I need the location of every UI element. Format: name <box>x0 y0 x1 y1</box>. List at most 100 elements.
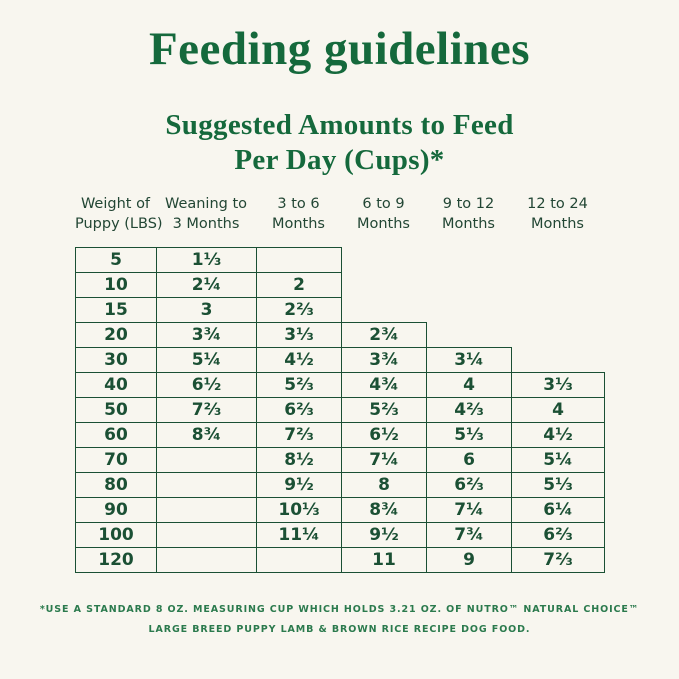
column-header-line: Months <box>356 215 410 232</box>
value-cell: 5⅔ <box>341 396 427 423</box>
value-cell: 9½ <box>341 521 427 548</box>
value-cell: 1⅓ <box>156 246 257 273</box>
table-row: 40 6½ 5⅔ 4¾ 4 3⅓ <box>75 371 605 398</box>
weight-cell: 100 <box>75 521 157 548</box>
value-cell: 2⅔ <box>256 296 342 323</box>
column-header-line: 12 to 24 <box>527 195 588 212</box>
value-cell: 2¼ <box>156 271 257 298</box>
column-header: 12 to 24 Months <box>511 194 604 234</box>
value-cell <box>512 272 605 297</box>
weight-cell: 30 <box>75 346 157 373</box>
column-header-line: Weaning to <box>164 195 248 212</box>
column-header-line: Months <box>441 215 495 232</box>
weight-cell: 50 <box>75 396 157 423</box>
column-header: 3 to 6 Months <box>256 194 341 234</box>
table-row: 60 8¾ 7⅔ 6½ 5⅓ 4½ <box>75 421 605 448</box>
feeding-table: 5 1⅓ 10 2¼ 2 15 3 2⅔ 20 3¾ 3⅓ 2¾ 30 5¼ 4½ 3¾ 3¼ 40 6½ 5⅔ 4¾ 4… <box>75 246 605 573</box>
footnote-line-2: LARGE BREED PUPPY LAMB & BROWN RICE RECI… <box>148 623 531 635</box>
value-cell <box>156 446 257 473</box>
feeding-table-body: 5 1⅓ 10 2¼ 2 15 3 2⅔ 20 3¾ 3⅓ 2¾ 30 5¼ 4½ 3¾ 3¼ 40 6½ 5⅔ 4¾ 4… <box>75 246 605 573</box>
value-cell: 6⅔ <box>511 521 605 548</box>
column-header-line: Weight of <box>80 195 151 212</box>
value-cell <box>512 322 605 347</box>
value-cell: 5¼ <box>156 346 257 373</box>
column-header: 9 to 12 Months <box>426 194 511 234</box>
table-row: 70 8½ 7¼ 6 5¼ <box>75 446 605 473</box>
value-cell: 8¾ <box>341 496 427 523</box>
value-cell: 6½ <box>156 371 257 398</box>
value-cell: 3¼ <box>426 346 512 373</box>
value-cell: 4¾ <box>341 371 427 398</box>
value-cell: 2¾ <box>341 321 427 348</box>
value-cell: 11 <box>341 546 427 573</box>
weight-cell: 20 <box>75 321 157 348</box>
column-header-line: Months <box>530 215 584 232</box>
value-cell: 5¼ <box>511 446 605 473</box>
value-cell <box>342 247 427 272</box>
value-cell: 8¾ <box>156 421 257 448</box>
value-cell <box>156 546 257 573</box>
value-cell: 7⅔ <box>156 396 257 423</box>
column-header: Weaning to 3 Months <box>156 194 256 234</box>
weight-cell: 10 <box>75 271 157 298</box>
value-cell: 4 <box>511 396 605 423</box>
page-title: Feeding guidelines <box>148 23 531 75</box>
value-cell: 5⅓ <box>511 471 605 498</box>
value-cell <box>342 272 427 297</box>
value-cell: 8½ <box>256 446 342 473</box>
value-cell: 3 <box>156 296 257 323</box>
value-cell <box>427 322 512 347</box>
weight-cell: 70 <box>75 446 157 473</box>
weight-cell: 90 <box>75 496 157 523</box>
weight-cell: 15 <box>75 296 157 323</box>
column-header-line: 6 to 9 <box>362 195 405 212</box>
subtitle-line-1: Suggested Amounts to Feed <box>165 108 514 141</box>
value-cell: 6 <box>426 446 512 473</box>
value-cell: 5⅓ <box>426 421 512 448</box>
table-row: 15 3 2⅔ <box>75 296 605 323</box>
value-cell: 6⅔ <box>426 471 512 498</box>
footnote-line-1: *USE A STANDARD 8 OZ. MEASURING CUP WHIC… <box>39 603 640 615</box>
column-header: Weight of Puppy (LBS) <box>75 194 163 234</box>
table-row: 50 7⅔ 6⅔ 5⅔ 4⅔ 4 <box>75 396 605 423</box>
value-cell: 6¼ <box>511 496 605 523</box>
table-row: 5 1⅓ <box>75 246 605 273</box>
table-row: 90 10⅓ 8¾ 7¼ 6¼ <box>75 496 605 523</box>
weight-cell: 120 <box>75 546 157 573</box>
value-cell: 9 <box>426 546 512 573</box>
value-cell <box>342 297 427 322</box>
value-cell: 6⅔ <box>256 396 342 423</box>
value-cell: 8 <box>341 471 427 498</box>
value-cell: 3¾ <box>156 321 257 348</box>
value-cell: 7¼ <box>341 446 427 473</box>
value-cell: 3⅓ <box>256 321 342 348</box>
value-cell: 9½ <box>256 471 342 498</box>
table-area: Weight of Puppy (LBS) Weaning to 3 Months 3 … <box>75 194 605 573</box>
value-cell: 7⅔ <box>256 421 342 448</box>
table-row: 120 11 9 7⅔ <box>75 546 605 573</box>
value-cell <box>512 247 605 272</box>
value-cell: 3¾ <box>341 346 427 373</box>
value-cell: 3⅓ <box>511 371 605 398</box>
table-row: 10 2¼ 2 <box>75 271 605 298</box>
value-cell <box>256 546 342 573</box>
table-row: 100 11¼ 9½ 7¾ 6⅔ <box>75 521 605 548</box>
page-subtitle: Suggested Amounts to Feed Per Day (Cups)… <box>0 108 679 178</box>
value-cell: 7⅔ <box>511 546 605 573</box>
weight-cell: 60 <box>75 421 157 448</box>
value-cell: 4½ <box>511 421 605 448</box>
weight-cell: 5 <box>75 246 157 273</box>
value-cell <box>427 272 512 297</box>
value-cell: 7¾ <box>426 521 512 548</box>
subtitle-line-2: Per Day (Cups)* <box>234 143 445 176</box>
table-column-headers: Weight of Puppy (LBS) Weaning to 3 Months 3 … <box>75 194 604 234</box>
column-header-line: Months <box>271 215 325 232</box>
value-cell <box>256 246 342 273</box>
footnote: *USE A STANDARD 8 OZ. MEASURING CUP WHIC… <box>0 600 679 640</box>
value-cell <box>156 521 257 548</box>
column-header: 6 to 9 Months <box>341 194 426 234</box>
column-header-line: Puppy (LBS) <box>75 215 163 232</box>
value-cell: 2 <box>256 271 342 298</box>
value-cell: 4½ <box>256 346 342 373</box>
